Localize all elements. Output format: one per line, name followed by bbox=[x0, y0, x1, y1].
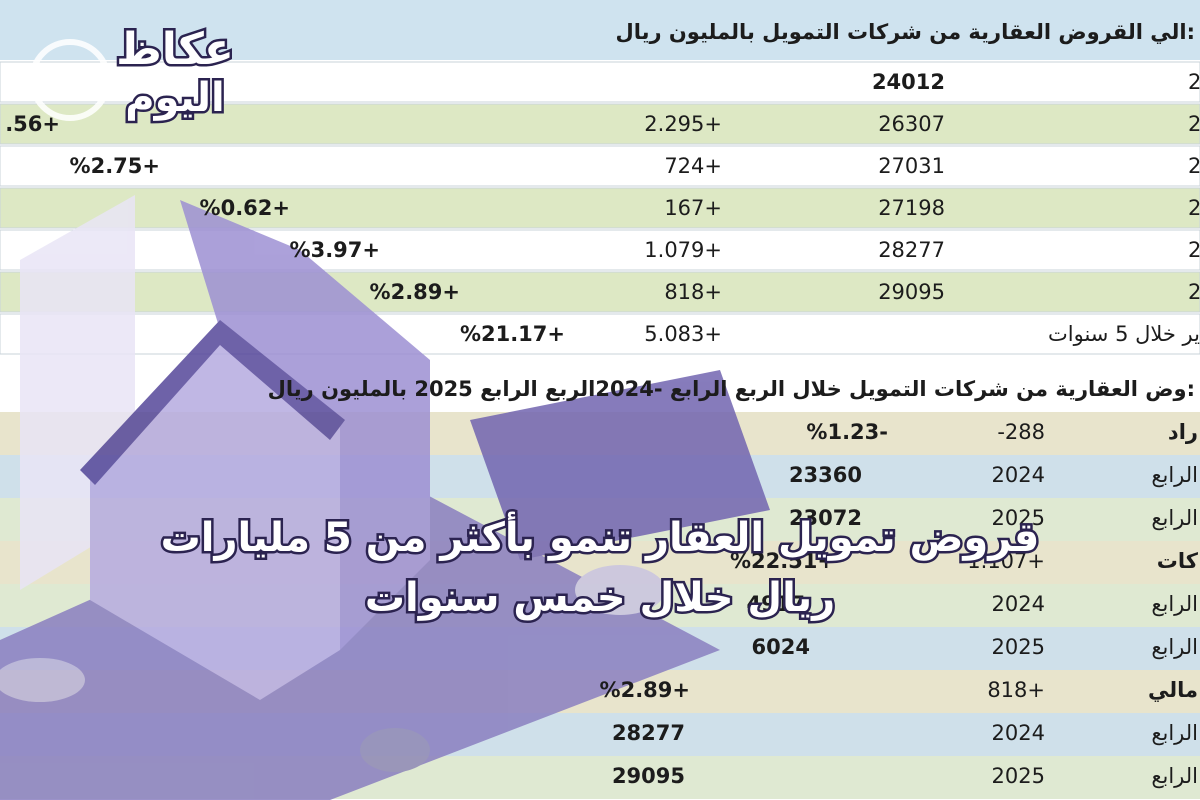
value: 29095 bbox=[878, 280, 945, 304]
house-front bbox=[90, 330, 340, 700]
key bbox=[360, 728, 430, 772]
middle-value: 2025 bbox=[992, 764, 1045, 788]
banknote bbox=[470, 370, 770, 560]
year: 2 bbox=[1188, 154, 1200, 178]
illustration bbox=[0, 39, 770, 800]
percent: %0.62+ bbox=[200, 196, 290, 220]
coin bbox=[575, 565, 665, 615]
middle-value: -288 bbox=[997, 420, 1045, 444]
year: 2 bbox=[1188, 70, 1200, 94]
year: 2 bbox=[1188, 280, 1200, 304]
middle-value: 2025 bbox=[992, 635, 1045, 659]
percent: %3.97+ bbox=[290, 238, 380, 262]
row-label: راد bbox=[1168, 420, 1198, 444]
change: 2.295+ bbox=[644, 112, 722, 136]
value: 28277 bbox=[612, 721, 685, 745]
house-side bbox=[180, 200, 430, 650]
year: 2 bbox=[1188, 238, 1200, 262]
logo: عكاظ bbox=[116, 24, 234, 75]
headline: قروض تمويل العقار تنمو بأكثر من 5 مليارا… bbox=[161, 511, 1040, 561]
table-title: الي القروض العقارية من شركات التمويل بال… bbox=[615, 20, 1195, 44]
change: 167+ bbox=[664, 196, 722, 220]
table-title: وض العقارية من شركات التمويل خلال الربع … bbox=[268, 377, 1195, 401]
base bbox=[0, 470, 720, 800]
middle-value: 2024 bbox=[992, 463, 1045, 487]
row-background bbox=[0, 103, 1200, 145]
middle-value: 2024 bbox=[992, 592, 1045, 616]
logo: اليوم bbox=[125, 75, 224, 121]
headline: ريال خلال خمس سنوات bbox=[365, 575, 835, 621]
percent: %2.89+ bbox=[370, 280, 460, 304]
middle-value: 2024 bbox=[992, 721, 1045, 745]
row-background bbox=[0, 145, 1200, 187]
middle-value: 1.107+ bbox=[967, 549, 1045, 573]
value: 26307 bbox=[878, 112, 945, 136]
value: 23072 bbox=[789, 506, 862, 530]
row-label: الرابع bbox=[1151, 506, 1198, 530]
row-background bbox=[0, 313, 1200, 355]
percent: %2.75+ bbox=[70, 154, 160, 178]
roof bbox=[80, 320, 345, 485]
value: 27031 bbox=[878, 154, 945, 178]
content: الي القروض العقارية من شركات التمويل بال… bbox=[5, 20, 1200, 788]
year: 2 bbox=[1188, 196, 1200, 220]
row-label: الرابع bbox=[1151, 592, 1198, 616]
value: %2.89+ bbox=[600, 678, 690, 702]
change: 1.079+ bbox=[644, 238, 722, 262]
percent: .56+ bbox=[5, 112, 60, 136]
value: 27198 bbox=[878, 196, 945, 220]
value: 23360 bbox=[789, 463, 862, 487]
change: 5.083+ bbox=[644, 322, 722, 346]
row-label: كات bbox=[1157, 549, 1199, 573]
middle-value: 2025 bbox=[992, 506, 1045, 530]
row-background bbox=[0, 187, 1200, 229]
coin bbox=[0, 658, 85, 702]
title-band bbox=[0, 0, 1200, 60]
value: 4917 bbox=[747, 592, 805, 616]
value: 6024 bbox=[752, 635, 810, 659]
percent: %21.17+ bbox=[460, 322, 565, 346]
row-label: الرابع bbox=[1151, 463, 1198, 487]
row-label: الرابع bbox=[1151, 635, 1198, 659]
row-background bbox=[0, 229, 1200, 271]
value: 28277 bbox=[878, 238, 945, 262]
value: 24012 bbox=[872, 70, 945, 94]
value: %1.23- bbox=[806, 420, 888, 444]
value: %22.51+ bbox=[730, 549, 835, 573]
value: 29095 bbox=[612, 764, 685, 788]
row-background bbox=[0, 271, 1200, 313]
row-label: الرابع bbox=[1151, 721, 1198, 745]
row-label: مالي bbox=[1148, 678, 1198, 702]
year: 2 bbox=[1188, 112, 1200, 136]
change: 724+ bbox=[664, 154, 722, 178]
row-label: ير خلال 5 سنوات bbox=[1048, 322, 1200, 346]
row-label: الرابع bbox=[1151, 764, 1198, 788]
logo-ring bbox=[29, 39, 111, 121]
row-background bbox=[0, 61, 1200, 103]
change: 818+ bbox=[664, 280, 722, 304]
middle-value: 818+ bbox=[987, 678, 1045, 702]
